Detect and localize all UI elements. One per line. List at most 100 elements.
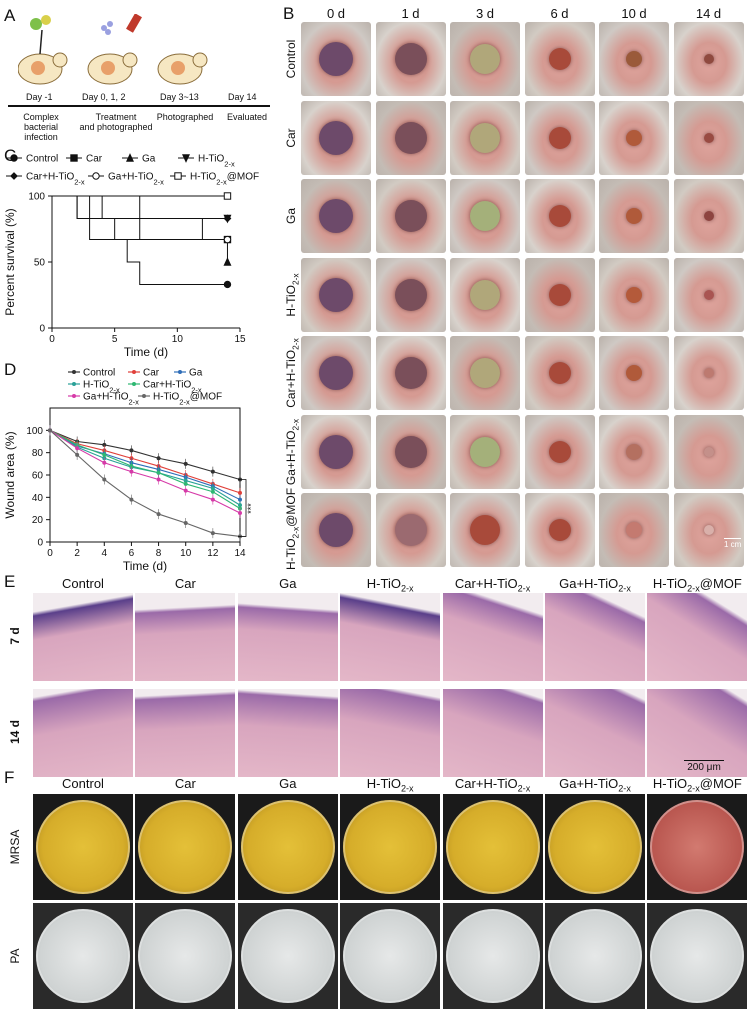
wound-point <box>210 489 215 494</box>
wound-area <box>394 121 427 154</box>
survival-point <box>223 192 232 200</box>
agar-plate <box>548 909 642 1003</box>
histology-row-label: 7 d <box>8 627 22 645</box>
bacteria-icon <box>30 15 51 55</box>
legend-marker <box>10 172 18 180</box>
wound-photo <box>599 257 669 332</box>
wound-point <box>102 452 107 457</box>
timeline-label-4: Day 14 <box>228 92 257 102</box>
y-axis-label: Percent survival (%) <box>3 208 17 315</box>
wound-area <box>626 365 642 381</box>
x-tick-label: 6 <box>129 548 135 559</box>
histology-image <box>135 689 236 777</box>
wound-point <box>129 469 134 474</box>
histology-column-header: Car <box>174 576 196 591</box>
plate-photo <box>340 903 441 1009</box>
wound-point <box>156 456 161 461</box>
wound-photo <box>599 179 669 253</box>
agar-plate <box>650 800 745 894</box>
wound-photo <box>375 179 446 253</box>
agar-plate <box>650 909 745 1003</box>
significance-bracket <box>238 479 247 537</box>
legend-label: Ga+H-TiO2-x <box>108 172 164 187</box>
wound-point <box>129 464 134 469</box>
wound-area <box>319 434 353 469</box>
plate-photo <box>647 903 748 1009</box>
photo-row-label: H-TiO2-x <box>284 272 301 317</box>
survival-series <box>52 192 232 200</box>
wound-area <box>626 522 642 538</box>
histology-column-header: Control <box>62 576 104 591</box>
histology-image <box>33 593 133 681</box>
histology-column-header: H-TiO2-x <box>366 576 414 594</box>
x-tick-label: 2 <box>74 548 80 559</box>
plate-column-header: Ga <box>279 776 297 791</box>
wound-photo <box>450 100 520 175</box>
wound-photo <box>301 100 371 175</box>
agar-plate <box>36 909 130 1003</box>
legend-marker <box>10 154 18 162</box>
survival-series <box>52 195 232 266</box>
histology-image <box>33 689 133 777</box>
timeline-label-2: Day 0, 1, 2 <box>82 92 126 102</box>
survival-series <box>52 195 232 244</box>
wound-photo <box>450 336 520 410</box>
wound-area <box>626 443 642 460</box>
wound-photo <box>673 179 744 253</box>
wound-area <box>548 440 571 463</box>
wound-point <box>156 477 161 482</box>
wound-point <box>102 460 107 465</box>
wound-point <box>210 469 215 474</box>
photo-scale-bar: 1 cm <box>724 538 742 549</box>
legend-marker <box>92 172 100 180</box>
photo-row-label: Car <box>284 127 298 148</box>
plate-column-header: Ga+H-TiO2-x <box>559 776 631 794</box>
survival-series <box>52 195 232 244</box>
wound-point <box>75 446 80 451</box>
wound-area <box>470 201 500 231</box>
timeline-label-1: Day -1 <box>26 92 53 102</box>
survival-point <box>223 235 232 244</box>
wound-photo <box>599 100 669 175</box>
wound-photo <box>599 493 669 567</box>
wound-photo <box>375 22 446 96</box>
day-column-header: 6 d <box>550 6 569 21</box>
plate-photo <box>545 794 645 900</box>
survival-point <box>223 257 232 266</box>
plate-column-header: H-TiO2-x@MOF <box>652 776 742 794</box>
wound-area <box>548 48 571 70</box>
agar-plate <box>138 800 233 894</box>
wound-area <box>394 43 427 75</box>
chart-d-legend: Control Car Ga H-TiO2-x Car+H-TiO2-x Ga+H-TiO… <box>68 368 222 406</box>
histology-row-label: 14 d <box>8 720 22 745</box>
histology-column-header: Ga <box>279 576 297 591</box>
wound-point <box>238 510 242 515</box>
wound-area <box>470 279 500 310</box>
day-column-header: 14 d <box>695 6 722 21</box>
wound-photo <box>524 100 595 175</box>
wound-photo <box>524 493 595 567</box>
y-tick-label: 0 <box>39 324 45 335</box>
x-tick-label: 12 <box>207 548 219 559</box>
wound-area <box>319 513 353 547</box>
wound-area <box>626 286 642 303</box>
histology-image <box>545 689 645 777</box>
agar-plate <box>138 909 233 1003</box>
agar-plate <box>343 909 438 1003</box>
wound-photo <box>301 22 371 96</box>
wound-photo <box>673 336 744 410</box>
wound-photo <box>301 336 371 410</box>
wound-photo <box>524 257 595 332</box>
legend-marker <box>132 382 136 386</box>
wound-photo <box>524 22 595 96</box>
histology-image <box>135 593 236 681</box>
wound-photo <box>450 179 520 253</box>
plate-photo <box>33 903 133 1009</box>
timeline-label-3: Day 3~13 <box>160 92 199 102</box>
wound-point <box>48 428 52 433</box>
x-tick-label: 14 <box>234 548 246 559</box>
wound-photo <box>599 22 669 96</box>
wound-photo <box>524 336 595 410</box>
y-tick-label: 0 <box>37 538 43 549</box>
x-tick-label: 0 <box>49 334 55 345</box>
